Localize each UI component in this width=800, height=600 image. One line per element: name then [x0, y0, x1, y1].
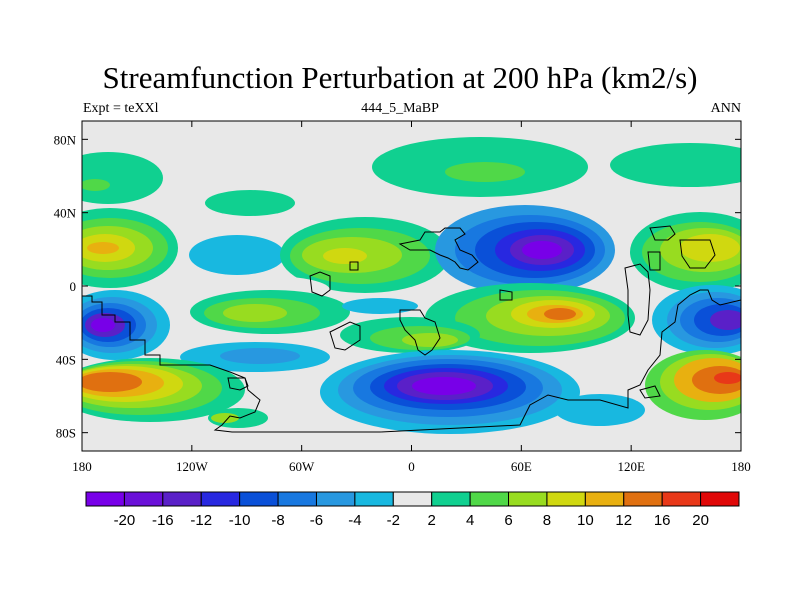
colorbar-swatch: [123, 491, 164, 507]
positive-contour-north-atlantic: [372, 137, 588, 197]
case-label: 444_5_MaBP: [361, 101, 439, 116]
colorbar-swatch: [162, 491, 202, 507]
colorbar-swatch: [85, 491, 125, 507]
colorbar-label: -8: [271, 512, 284, 529]
negative-contour-asia: [435, 205, 615, 295]
colorbar-swatch: [584, 491, 625, 507]
negative-contour-equatorial-atlantic: [342, 298, 418, 314]
colorbar-label: -4: [348, 512, 361, 529]
positive-contour-central-pacific: [82, 208, 178, 288]
y-tick-label: 0: [70, 279, 77, 294]
colorbar-label: 20: [692, 512, 709, 529]
filled-contours: [82, 137, 741, 434]
colorbar-label: 6: [504, 512, 512, 529]
experiment-label: Expt = teXXl: [83, 101, 159, 116]
colorbar-swatch: [469, 491, 510, 507]
colorbar-swatch: [431, 491, 471, 507]
y-tick-label: 80N: [54, 132, 77, 147]
x-tick-label: 180: [731, 459, 751, 474]
x-axis: 180 120W 60W 0 60E 120E 180: [72, 121, 751, 474]
colorbar-swatch: [546, 491, 586, 507]
x-tick-label: 60W: [289, 459, 315, 474]
negative-contour-south-indian: [555, 394, 645, 426]
negative-contour-south-pacific: [82, 290, 170, 360]
colorbar-swatch: [315, 491, 356, 507]
negative-contour-southwest-pacific: [652, 285, 741, 355]
x-tick-label: 120E: [617, 459, 645, 474]
colorbar-label: 4: [466, 512, 474, 529]
y-tick-label: 40N: [54, 206, 77, 221]
y-axis: 80N 40N 0 40S 80S: [54, 132, 741, 441]
positive-contour-north-pacific: [82, 143, 741, 204]
colorbar-label: -2: [387, 512, 400, 529]
colorbar-label: -10: [229, 512, 251, 529]
colorbar: -20 -16 -12 -10 -8 -6 -4 -2 2 4 6 8 10 12 16 20: [85, 491, 740, 529]
colorbar-label: 2: [428, 512, 436, 529]
continent-outlines: [82, 225, 741, 433]
colorbar-swatch: [700, 491, 740, 507]
colorbar-swatch: [354, 491, 394, 507]
y-tick-label: 80S: [56, 426, 76, 441]
x-tick-label: 0: [408, 459, 415, 474]
negative-contour-eastern-pacific: [189, 235, 285, 275]
negative-contour-southern-ocean: [320, 350, 580, 434]
colorbar-label: 10: [577, 512, 594, 529]
positive-contour-tasman: [645, 350, 741, 420]
colorbar-label: -16: [152, 512, 174, 529]
colorbar-swatch: [200, 491, 241, 507]
colorbar-swatch: [661, 491, 702, 507]
colorbar-swatch: [392, 491, 433, 507]
x-tick-label: 120W: [176, 459, 209, 474]
colorbar-swatch: [277, 491, 317, 507]
colorbar-label: 16: [654, 512, 671, 529]
x-tick-label: 60E: [511, 459, 532, 474]
colorbar-label: 8: [543, 512, 551, 529]
colorbar-swatch: [623, 491, 663, 507]
colorbar-label: -20: [114, 512, 136, 529]
positive-contour-south-pacific-high: [82, 358, 245, 422]
season-label: ANN: [710, 101, 741, 116]
colorbar-label: -12: [190, 512, 212, 529]
positive-contour-western-pacific: [630, 212, 741, 292]
colorbar-label: -6: [310, 512, 323, 529]
colorbar-swatch: [508, 491, 548, 507]
plot-title: Streamfunction Perturbation at 200 hPa (…: [102, 60, 698, 95]
y-tick-label: 40S: [56, 352, 76, 367]
x-tick-label: 180: [72, 459, 92, 474]
positive-contour-subtropical-atlantic: [280, 217, 450, 293]
contour-plot-area: [81, 120, 742, 452]
colorbar-label: 12: [615, 512, 632, 529]
colorbar-swatch: [239, 491, 279, 507]
positive-contour-north-america: [205, 190, 295, 216]
